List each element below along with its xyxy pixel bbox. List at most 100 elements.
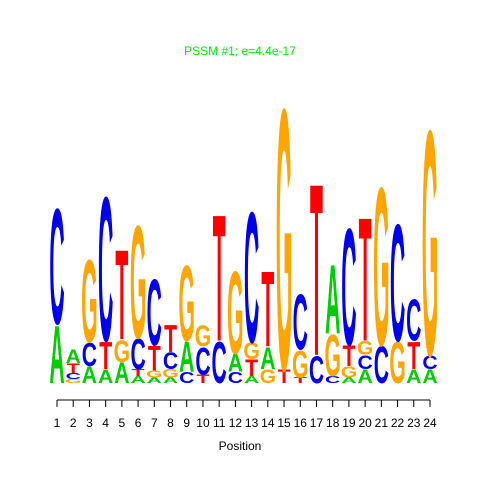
logo-letter: A [406, 367, 422, 388]
logo-letter: A [130, 375, 145, 386]
logo-letter: C [341, 195, 356, 382]
logo-letter: G [243, 338, 259, 364]
logo-letter: A [114, 358, 129, 390]
logo-letter: C [228, 369, 243, 387]
logo-letter: G [357, 338, 373, 359]
logo-letter: T [99, 333, 112, 378]
logo-letter: C [147, 261, 162, 366]
x-tick-label: 3 [86, 416, 93, 430]
logo-letter: C [195, 338, 210, 383]
logo-letter: A [163, 377, 179, 385]
x-tick-label: 21 [375, 416, 389, 430]
logo-letter: G [81, 235, 97, 367]
chart-title: PSSM #1; e=4.4e-17 [184, 44, 296, 58]
x-tick-label: 17 [310, 416, 324, 430]
logo-letter: A [49, 308, 64, 401]
logo-letter: G [65, 378, 81, 384]
logo-letter: C [130, 331, 145, 379]
logo-letter: A [325, 246, 340, 355]
logo-letter: T [132, 368, 145, 379]
logo-letter: C [293, 279, 308, 366]
logo-letter: T [197, 373, 211, 386]
x-tick-label: 10 [196, 416, 210, 430]
logo-letter: A [260, 341, 275, 376]
x-tick-label: 18 [326, 416, 340, 430]
x-tick-label: 2 [70, 416, 77, 430]
logo-letter: A [228, 349, 243, 377]
logo-letter: A [66, 347, 82, 368]
logo-letter: T [261, 249, 274, 370]
logo-letter: A [422, 367, 438, 388]
x-tick-label: 22 [391, 416, 405, 430]
x-tick-label: 8 [167, 416, 174, 430]
logo-letter: C [325, 375, 340, 386]
logo-letter: A [244, 375, 259, 386]
x-tick-label: 4 [102, 416, 109, 430]
logo-letter: G [260, 367, 276, 388]
logo-letter: C [422, 352, 438, 373]
logo-letter: T [245, 355, 258, 381]
logo-letter: T [407, 333, 420, 378]
logo-letter: T [342, 341, 355, 373]
logo-letter: G [292, 341, 308, 386]
logo-letter: A [82, 362, 97, 388]
logo-letter: C [309, 347, 324, 392]
logo-letter: T [310, 132, 323, 407]
x-tick-label: 15 [277, 416, 291, 430]
logo-letter: A [358, 367, 374, 388]
logo-letter: A [179, 334, 194, 382]
logo-letter: C [179, 369, 194, 387]
logo-letter: T [359, 180, 372, 378]
logo-letter: G [324, 324, 340, 389]
logo-letter: G [130, 193, 146, 372]
logo-letter: T [213, 178, 226, 380]
x-tick-label: 6 [135, 416, 142, 430]
logo-letter: G [179, 243, 195, 364]
x-tick-label: 23 [407, 416, 421, 430]
logo-letter: G [389, 331, 405, 396]
x-tick-label: 16 [294, 416, 308, 430]
logo-letter: A [147, 377, 163, 385]
logo-letter: G [114, 334, 130, 369]
logo-letter: T [278, 367, 291, 388]
logo-letter: G [422, 64, 438, 424]
logo-letter: C [98, 155, 113, 386]
x-tick-label: 7 [151, 416, 158, 430]
logo-letter: G [146, 369, 162, 380]
logo-letter: T [67, 361, 80, 376]
logo-letter: T [148, 340, 161, 379]
x-tick-label: 13 [245, 416, 259, 430]
logo-letter: C [244, 175, 259, 383]
logo-letter: C [358, 352, 374, 373]
logo-letter: T [115, 225, 128, 367]
x-axis-label: Position [219, 439, 262, 453]
x-tick-label: 11 [213, 416, 226, 430]
x-tick-label: 12 [229, 416, 243, 430]
logo-letter: G [341, 363, 357, 381]
x-tick-label: 1 [54, 416, 61, 430]
x-tick-label: 24 [423, 416, 437, 430]
logo-letter: C [212, 331, 227, 396]
logo-letter: G [195, 321, 211, 353]
logo-letter: C [374, 334, 389, 394]
x-tick-label: 5 [119, 416, 126, 430]
x-tick-label: 20 [358, 416, 372, 430]
x-tick-label: 9 [183, 416, 190, 430]
logo-letter: C [163, 348, 178, 374]
x-tick-label: 19 [342, 416, 356, 430]
logo-letter: C [49, 173, 64, 358]
logo-letter: G [162, 367, 178, 380]
logo-letter: G [227, 246, 243, 378]
logo-letter: A [341, 377, 357, 385]
logo-letter: C [390, 190, 405, 377]
logo-letter: T [294, 377, 307, 385]
logo-letter: C [66, 372, 82, 380]
logo-letter: A [98, 367, 114, 388]
logo-letter: T [164, 316, 177, 361]
logo-letter: G [276, 33, 292, 450]
x-tick-label: 14 [261, 416, 275, 430]
logo-letter: C [406, 289, 421, 354]
logo-letter: C [82, 336, 97, 373]
